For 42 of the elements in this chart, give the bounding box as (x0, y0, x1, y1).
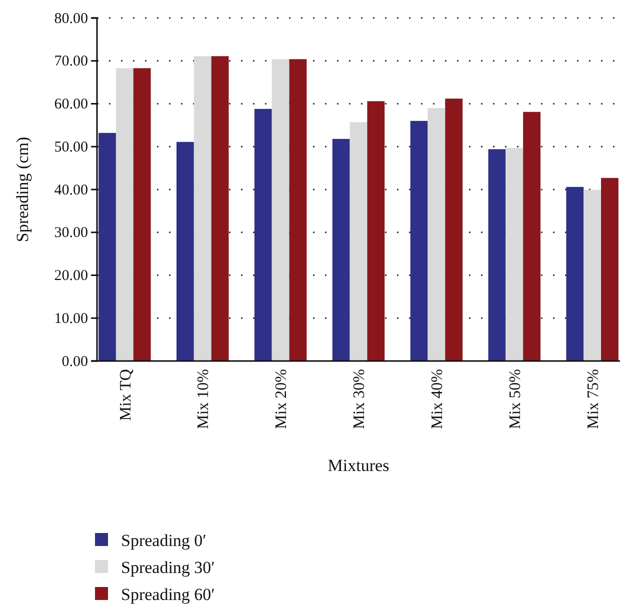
bar (428, 108, 446, 361)
bar (566, 186, 584, 361)
bar (410, 120, 428, 361)
bar (176, 142, 194, 361)
bar (98, 132, 116, 361)
bar (133, 68, 151, 361)
x-tick-label: Mix 30% (351, 369, 368, 429)
bar (488, 149, 506, 361)
bar (211, 56, 229, 361)
x-tick-label: Mix 10% (195, 369, 212, 429)
bar (272, 59, 290, 361)
x-tick-label: Mix 50% (506, 369, 524, 429)
legend-label: Spreading 0′ (121, 530, 206, 550)
y-axis-title: Spreading (cm) (13, 136, 32, 242)
bar (584, 190, 602, 361)
bar (445, 98, 463, 361)
y-tick-label: 30.00 (54, 225, 88, 242)
x-tick-label: Mix 40% (429, 369, 446, 429)
y-tick-label: 40.00 (54, 182, 88, 198)
y-tick-label: 50.00 (54, 139, 88, 156)
bar (506, 148, 524, 361)
y-tick-label: 20.00 (54, 268, 88, 284)
legend-label: Spreading 30′ (121, 558, 215, 577)
bar (367, 101, 385, 361)
y-tick-label: 10.00 (54, 310, 88, 327)
bar (194, 56, 212, 361)
bar (116, 68, 134, 361)
y-tick-label: 60.00 (54, 96, 88, 113)
bar (601, 178, 618, 361)
bar (332, 138, 350, 361)
x-tick-label: Mix TQ (117, 368, 134, 421)
bar (289, 59, 307, 361)
legend-label: Spreading 60′ (121, 584, 215, 604)
y-tick-label: 80.00 (54, 10, 88, 27)
x-tick-label: Mix 75% (584, 369, 602, 429)
x-axis-title: Mixtures (328, 456, 390, 475)
bar (254, 108, 272, 361)
y-tick-label: 70.00 (54, 54, 88, 70)
bar (523, 112, 540, 361)
x-tick-label: Mix 20% (273, 369, 290, 429)
bar (350, 122, 368, 361)
y-tick-label: 0.00 (62, 354, 88, 370)
